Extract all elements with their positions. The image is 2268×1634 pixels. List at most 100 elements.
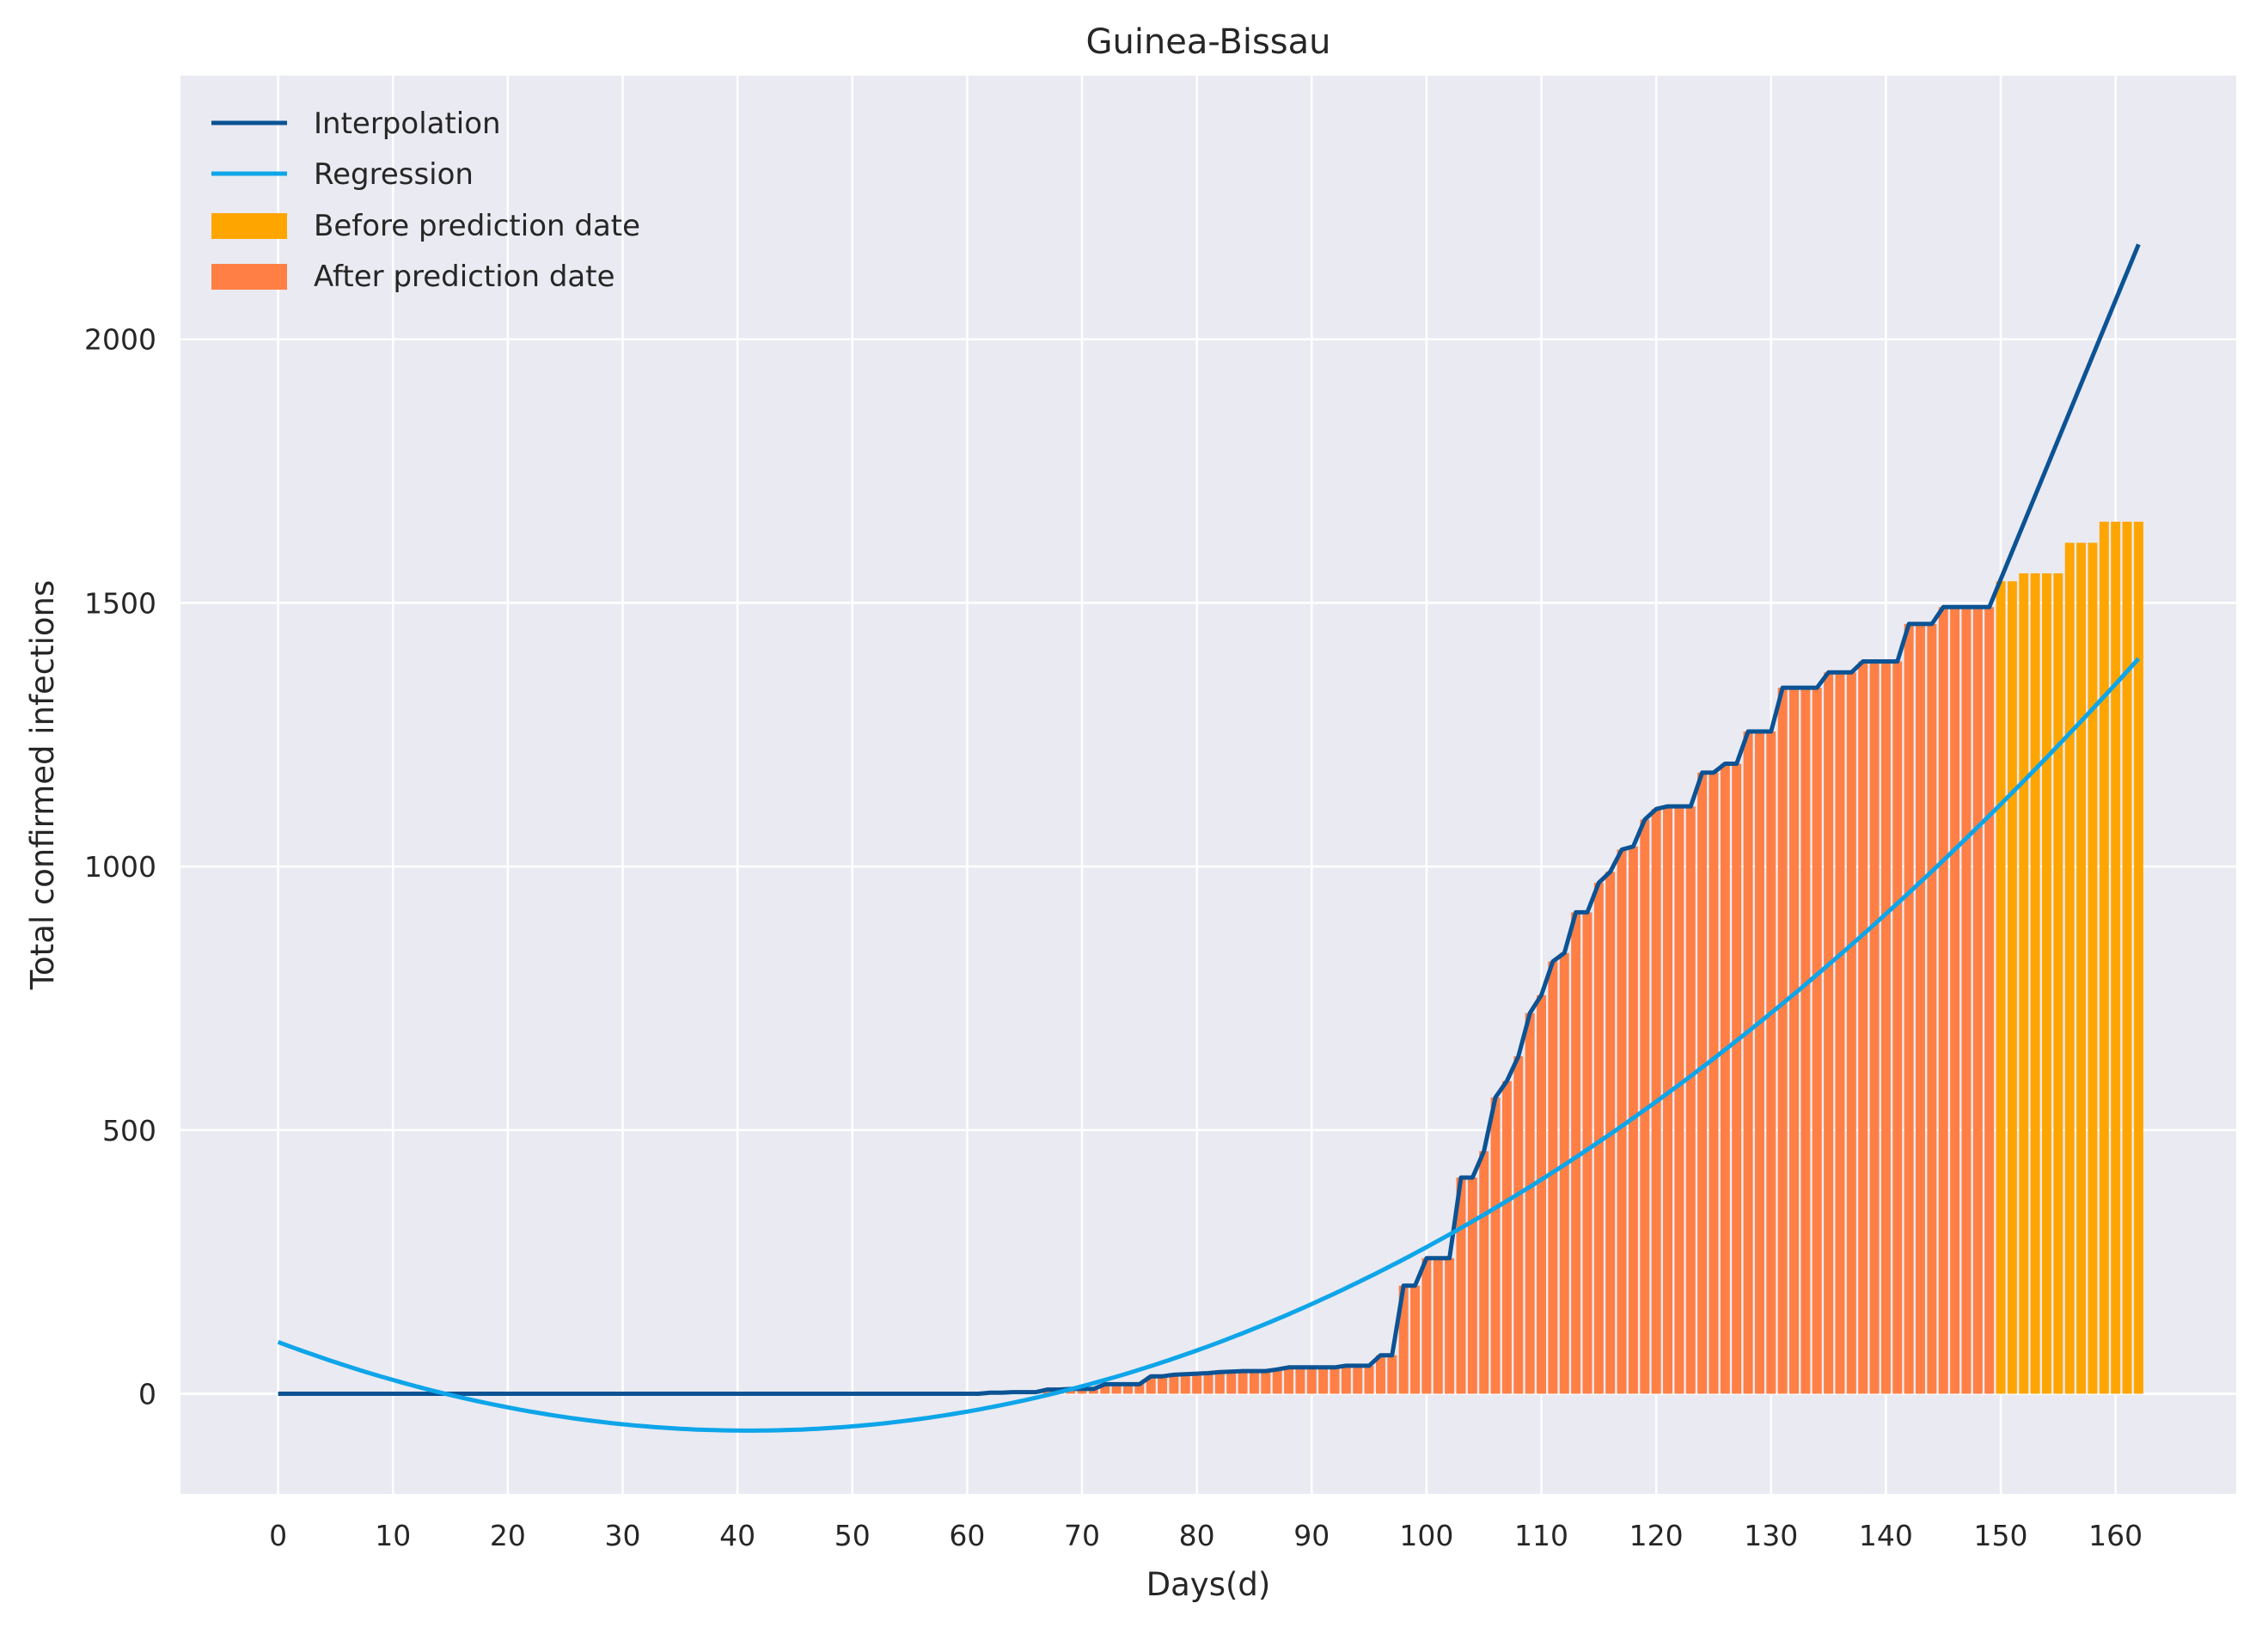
bar-day-151 (2007, 581, 2017, 1394)
bar-day-124 (1697, 772, 1708, 1394)
bar-day-146 (1950, 607, 1960, 1394)
bar-day-71 (1088, 1388, 1098, 1394)
bar-day-86 (1261, 1371, 1271, 1394)
bar-day-123 (1685, 806, 1696, 1394)
bar-day-106 (1490, 1097, 1501, 1394)
x-tick-label: 80 (1179, 1519, 1215, 1552)
bar-day-161 (2122, 521, 2132, 1394)
bar-day-73 (1111, 1384, 1122, 1394)
bar-day-99 (1410, 1285, 1421, 1394)
bar-day-138 (1858, 661, 1868, 1394)
bar-day-122 (1674, 806, 1684, 1394)
bar-day-129 (1754, 731, 1764, 1394)
bar-day-83 (1226, 1371, 1237, 1394)
x-tick-label: 100 (1399, 1519, 1453, 1552)
x-tick-label: 0 (269, 1519, 287, 1552)
bar-day-150 (1996, 581, 2006, 1394)
y-axis-label: Total confirmed infections (24, 580, 61, 991)
bar-day-134 (1812, 688, 1822, 1394)
y-tick-label: 2000 (84, 323, 156, 357)
x-axis-label: Days(d) (1146, 1566, 1271, 1603)
bar-day-155 (2053, 573, 2063, 1394)
bar-day-157 (2076, 542, 2087, 1394)
bar-day-78 (1169, 1374, 1179, 1394)
bar-day-139 (1869, 661, 1880, 1394)
lines (277, 243, 2141, 1433)
bar-day-96 (1375, 1355, 1385, 1394)
y-tick-labels: 0 500 1000 1500 2000 (84, 323, 156, 1411)
bar-day-148 (1972, 607, 1983, 1394)
bar-day-113 (1571, 912, 1581, 1394)
bar-day-136 (1835, 672, 1845, 1394)
bar-day-144 (1927, 623, 1937, 1394)
bar-day-88 (1284, 1367, 1294, 1394)
legend-label-regression: Regression (314, 157, 474, 192)
bar-day-147 (1961, 607, 1972, 1394)
bar-day-104 (1467, 1177, 1477, 1394)
bar-day-112 (1559, 952, 1569, 1394)
legend-swatch-after (211, 264, 287, 290)
x-tick-label: 120 (1629, 1519, 1684, 1552)
bar-day-76 (1146, 1376, 1156, 1394)
bar-day-140 (1880, 661, 1891, 1394)
legend: Interpolation Regression Before predicti… (211, 107, 640, 294)
legend-label-before: Before prediction date (314, 209, 640, 243)
bar-day-130 (1766, 731, 1776, 1394)
x-tick-label: 110 (1514, 1519, 1568, 1552)
bar-day-119 (1640, 819, 1650, 1394)
bar-day-101 (1433, 1258, 1443, 1394)
bar-day-82 (1214, 1372, 1225, 1394)
bar-day-132 (1789, 688, 1799, 1394)
bar-day-133 (1800, 688, 1811, 1394)
bar-day-128 (1743, 731, 1753, 1394)
bar-day-143 (1916, 623, 1925, 1394)
bar-day-145 (1938, 607, 1948, 1394)
legend-swatch-before (211, 213, 287, 239)
x-tick-label: 40 (719, 1519, 755, 1552)
bar-day-121 (1663, 806, 1673, 1394)
bar-day-117 (1617, 849, 1627, 1394)
bar-day-85 (1249, 1371, 1259, 1394)
regression-line (277, 657, 2141, 1433)
bar-day-160 (2111, 521, 2121, 1394)
bar-day-93 (1341, 1365, 1351, 1394)
bar-day-159 (2099, 521, 2109, 1394)
bar-day-107 (1501, 1080, 1512, 1394)
bar-day-125 (1709, 772, 1719, 1394)
x-tick-label: 150 (1974, 1519, 2028, 1552)
y-tick-label: 0 (138, 1377, 156, 1411)
bar-day-95 (1364, 1365, 1374, 1394)
bar-day-97 (1387, 1355, 1397, 1394)
bar-day-131 (1777, 688, 1788, 1394)
bar-day-110 (1537, 994, 1547, 1394)
x-tick-label: 130 (1744, 1519, 1798, 1552)
bar-day-75 (1134, 1384, 1145, 1394)
bar-day-74 (1122, 1384, 1133, 1394)
bar-day-100 (1421, 1258, 1432, 1394)
bar-day-137 (1846, 672, 1856, 1394)
y-tick-label: 500 (102, 1114, 156, 1147)
x-tick-label: 30 (604, 1519, 640, 1552)
y-tick-label: 1000 (84, 850, 156, 884)
bar-day-102 (1445, 1258, 1455, 1394)
bar-day-152 (2019, 573, 2029, 1394)
chart-title: Guinea-Bissau (1085, 22, 1330, 62)
bar-day-127 (1732, 763, 1742, 1394)
x-tick-label: 70 (1064, 1519, 1100, 1552)
bar-day-156 (2064, 542, 2075, 1394)
x-tick-labels: 0 10 20 30 40 50 60 70 80 90 100 110 120 130 140 150 160 (269, 1519, 2143, 1552)
bars (985, 521, 2143, 1394)
bar-day-154 (2042, 573, 2051, 1394)
bar-day-72 (1100, 1384, 1110, 1394)
bar-day-105 (1479, 1151, 1489, 1394)
bar-day-91 (1318, 1367, 1329, 1394)
x-tick-label: 50 (834, 1519, 871, 1552)
bar-day-70 (1077, 1388, 1087, 1394)
bar-day-114 (1582, 912, 1592, 1394)
bar-day-141 (1892, 661, 1903, 1394)
bar-day-149 (1984, 607, 1995, 1394)
bar-day-79 (1180, 1374, 1190, 1394)
bar-day-142 (1904, 623, 1914, 1394)
